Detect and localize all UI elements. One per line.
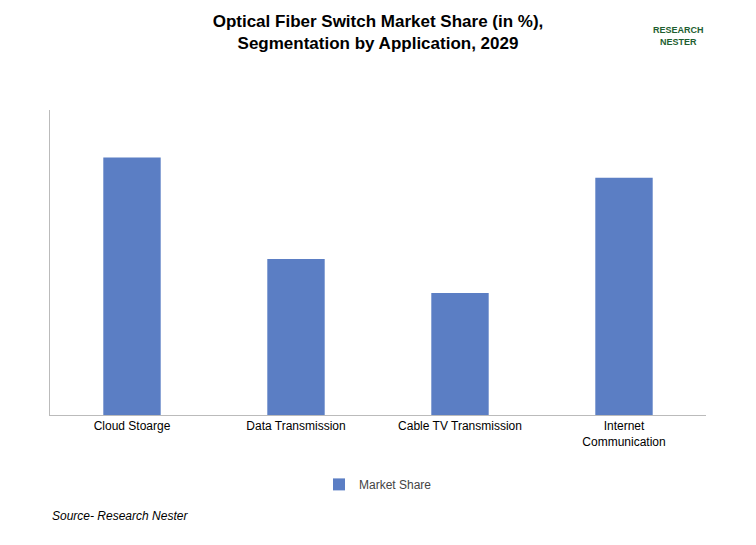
svg-text:InternetCommunication: InternetCommunication	[582, 419, 665, 449]
svg-text:Cable TV Transmission: Cable TV Transmission	[398, 419, 522, 433]
svg-text:Source- Research Nester: Source- Research Nester	[52, 509, 188, 523]
svg-text:Market Share: Market Share	[359, 478, 431, 492]
svg-text:RESEARCHNESTER: RESEARCHNESTER	[653, 25, 704, 47]
svg-text:Data Transmission: Data Transmission	[246, 419, 345, 433]
svg-text:Optical Fiber Switch Market Sh: Optical Fiber Switch Market Share (in %)…	[213, 12, 544, 53]
svg-text:Cloud Stoarge: Cloud Stoarge	[94, 419, 171, 433]
